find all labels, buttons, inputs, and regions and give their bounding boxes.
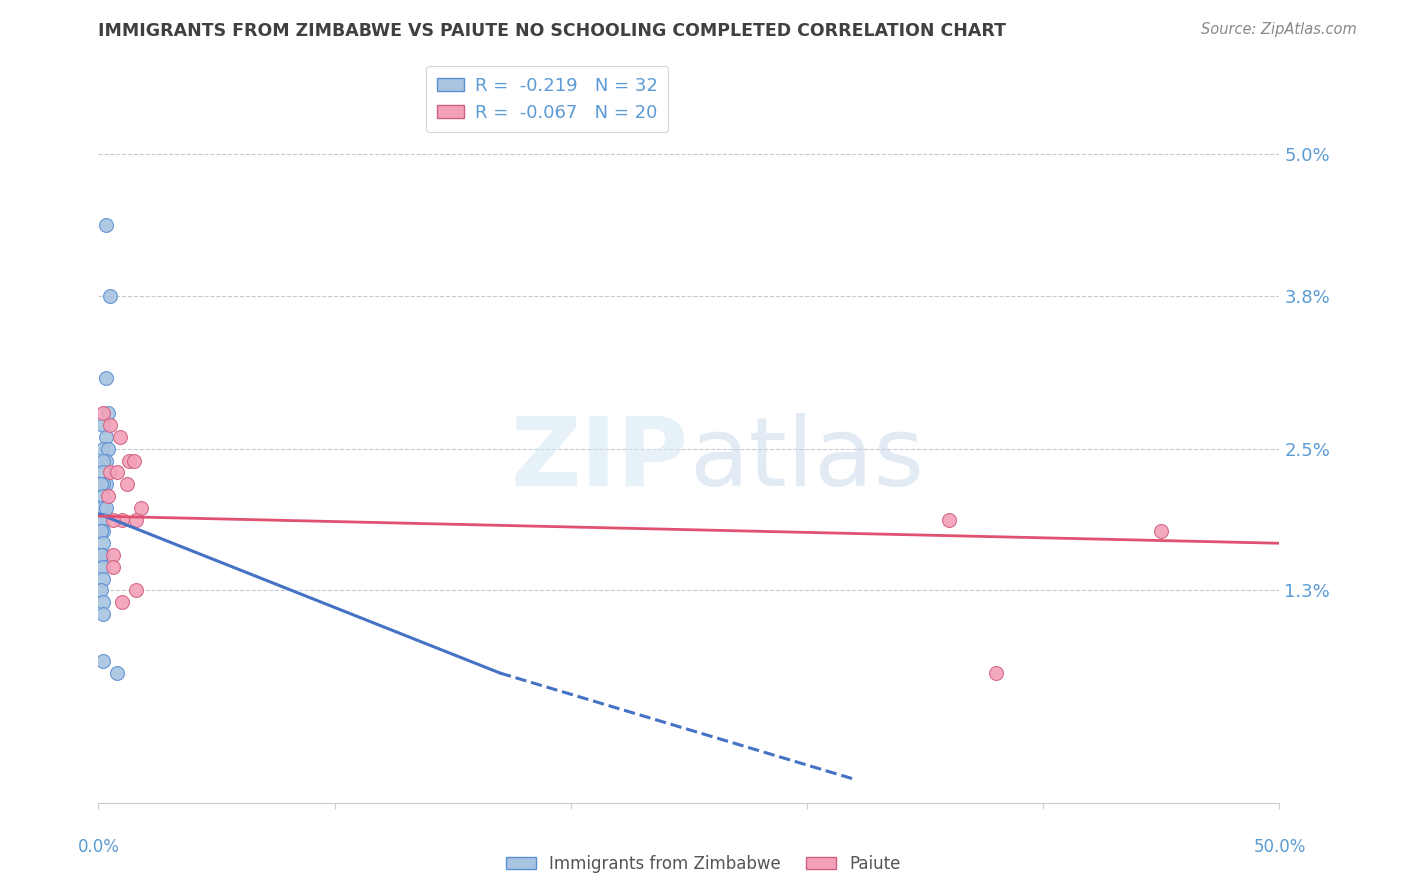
Point xyxy=(91,466,114,480)
Point xyxy=(91,524,114,539)
Point xyxy=(91,477,114,491)
Point xyxy=(91,559,114,574)
Text: IMMIGRANTS FROM ZIMBABWE VS PAIUTE NO SCHOOLING COMPLETED CORRELATION CHART: IMMIGRANTS FROM ZIMBABWE VS PAIUTE NO SC… xyxy=(98,22,1007,40)
Point xyxy=(94,218,117,232)
Point xyxy=(97,442,120,456)
Point xyxy=(90,583,112,598)
Point xyxy=(125,583,148,598)
Point xyxy=(98,466,121,480)
Text: atlas: atlas xyxy=(689,412,924,506)
Point xyxy=(91,595,114,609)
Point xyxy=(97,407,120,421)
Point xyxy=(90,513,112,527)
Point xyxy=(105,466,128,480)
Point xyxy=(111,513,134,527)
Text: 0.0%: 0.0% xyxy=(77,838,120,856)
Point xyxy=(97,489,120,503)
Point xyxy=(91,489,114,503)
Text: ZIP: ZIP xyxy=(510,412,689,506)
Point xyxy=(938,513,960,527)
Point xyxy=(101,559,124,574)
Point xyxy=(94,477,117,491)
Point xyxy=(98,418,121,433)
Point xyxy=(91,536,114,550)
Point xyxy=(91,607,114,621)
Point xyxy=(91,418,114,433)
Point xyxy=(91,453,114,467)
Point xyxy=(125,513,148,527)
Point xyxy=(90,524,112,539)
Point xyxy=(105,666,128,681)
Point xyxy=(984,666,1007,681)
Text: Source: ZipAtlas.com: Source: ZipAtlas.com xyxy=(1201,22,1357,37)
Point xyxy=(91,548,114,562)
Point xyxy=(91,407,114,421)
Point xyxy=(101,513,124,527)
Legend: R =  -0.219   N = 32, R =  -0.067   N = 20: R = -0.219 N = 32, R = -0.067 N = 20 xyxy=(426,66,668,132)
Point xyxy=(108,430,131,444)
Point xyxy=(115,477,138,491)
Point xyxy=(91,500,114,515)
Point xyxy=(90,477,112,491)
Point xyxy=(1150,524,1173,539)
Point xyxy=(101,548,124,562)
Text: 50.0%: 50.0% xyxy=(1253,838,1306,856)
Point xyxy=(91,513,114,527)
Point xyxy=(90,548,112,562)
Point xyxy=(111,595,134,609)
Point xyxy=(91,572,114,586)
Point xyxy=(94,500,117,515)
Point xyxy=(94,430,117,444)
Point xyxy=(91,654,114,668)
Point xyxy=(90,500,112,515)
Point xyxy=(91,442,114,456)
Legend: Immigrants from Zimbabwe, Paiute: Immigrants from Zimbabwe, Paiute xyxy=(499,848,907,880)
Point xyxy=(129,500,152,515)
Point xyxy=(118,453,141,467)
Point xyxy=(94,371,117,385)
Point xyxy=(94,453,117,467)
Point xyxy=(122,453,145,467)
Point xyxy=(98,288,121,302)
